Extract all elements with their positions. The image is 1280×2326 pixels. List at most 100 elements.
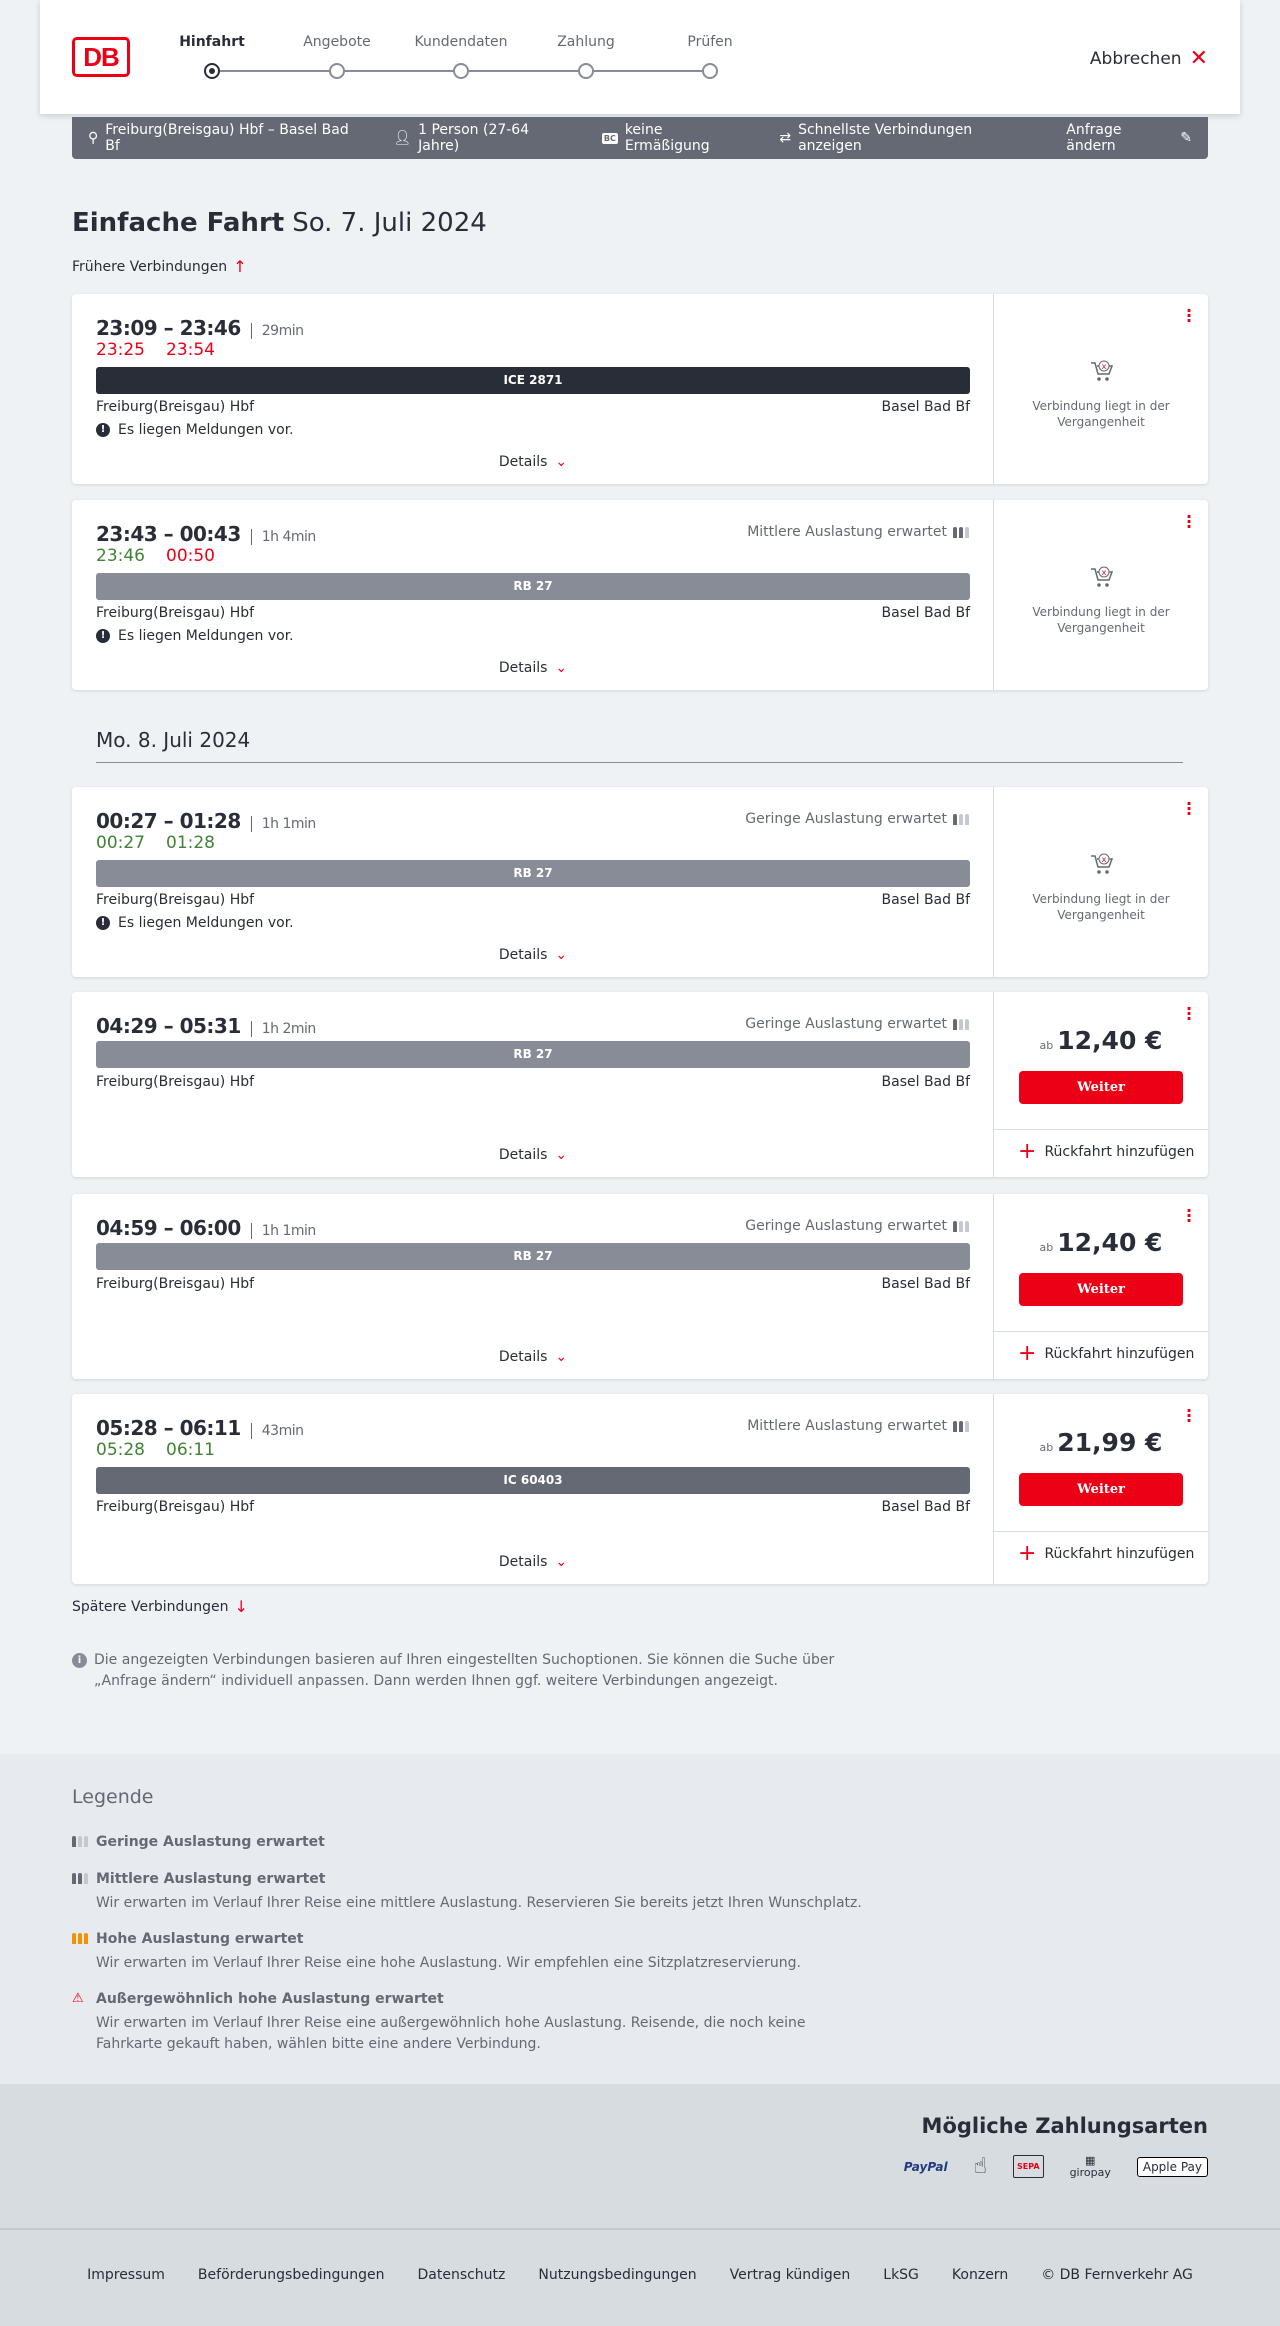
origin-station: Freiburg(Breisgau) Hbf — [96, 1074, 255, 1090]
page-title: Einfache Fahrt So. 7. Juli 2024 — [72, 208, 487, 238]
details-toggle[interactable]: Details ⌄ — [72, 454, 994, 470]
continue-button[interactable]: Weiter — [1019, 1071, 1183, 1104]
time-range: 04:59 – 06:00 — [96, 1216, 241, 1240]
destination-station: Basel Bad Bf — [881, 605, 970, 621]
footer-link[interactable]: Vertrag kündigen — [729, 2267, 851, 2283]
add-return-button[interactable]: + Rückfahrt hinzufügen — [1018, 1341, 1195, 1366]
occupancy-label: Geringe Auslastung erwartet — [745, 811, 947, 827]
discount-text: keine Ermäßigung — [624, 122, 710, 154]
details-toggle[interactable]: Details ⌄ — [72, 660, 994, 676]
train-bar[interactable]: RB 27 — [96, 1243, 970, 1270]
footer-link[interactable]: LkSG — [883, 2267, 919, 2283]
messages-notice: ! Es liegen Meldungen vor. — [96, 628, 294, 644]
divider — [994, 1129, 1208, 1130]
more-options-icon[interactable]: · · · — [1186, 507, 1193, 536]
more-options-icon[interactable]: · · · — [1186, 301, 1193, 330]
route: ⚲ Freiburg(Breisgau) Hbf – Basel Bad Bf — [88, 122, 363, 154]
realtime: 23:25 23:54 — [96, 340, 236, 360]
plus-icon: + — [1018, 1139, 1037, 1164]
stations: Freiburg(Breisgau) Hbf Basel Bad Bf — [96, 399, 970, 415]
plus-icon: + — [1018, 1341, 1037, 1366]
more-options-icon[interactable]: · · · — [1186, 794, 1193, 823]
time-range: 00:27 – 01:28 — [96, 809, 241, 833]
duration: 1h 1min — [250, 1223, 316, 1239]
duration: 1h 1min — [250, 816, 316, 832]
price-prefix: ab — [1039, 1039, 1054, 1052]
destination-station: Basel Bad Bf — [881, 1276, 970, 1292]
step-3-indicator — [578, 63, 594, 79]
origin-station: Freiburg(Breisgau) Hbf — [96, 1276, 255, 1292]
train-bar[interactable]: RB 27 — [96, 573, 970, 600]
connection-card: 23:43 – 00:43 1h 4min 23:46 00:50 Mittlere A… — [72, 500, 1208, 690]
add-return-label: Rückfahrt hinzufügen — [1044, 1346, 1195, 1362]
more-options-icon[interactable]: · · · — [1186, 999, 1193, 1028]
step-0-label: Hinfahrt — [179, 34, 245, 50]
continue-button[interactable]: Weiter — [1019, 1473, 1183, 1506]
train-bar[interactable]: IC 60403 — [96, 1467, 970, 1494]
details-label: Details — [498, 1554, 548, 1570]
footer-link[interactable]: Impressum — [87, 2267, 165, 2283]
db-logo[interactable]: DB — [72, 37, 130, 77]
step-2-indicator — [453, 63, 469, 79]
schedule-time: 05:28 – 06:11 43min — [96, 1416, 304, 1440]
duration: 1h 4min — [250, 529, 316, 545]
payment-title: Mögliche Zahlungsarten — [921, 2114, 1208, 2138]
details-toggle[interactable]: Details ⌄ — [72, 1147, 994, 1163]
details-toggle[interactable]: Details ⌄ — [72, 1554, 994, 1570]
footer-link[interactable]: © DB Fernverkehr AG — [1041, 2267, 1193, 2283]
credit-card-icon: ☝︎ — [973, 2154, 988, 2179]
time-range: 23:09 – 23:46 — [96, 316, 241, 340]
destination-station: Basel Bad Bf — [881, 1074, 970, 1090]
step-3-label: Zahlung — [557, 34, 615, 50]
continue-button[interactable]: Weiter — [1019, 1273, 1183, 1306]
footer-link[interactable]: Beförderungsbedingungen — [197, 2267, 385, 2283]
occupancy-level-2-icon — [72, 1873, 88, 1884]
train-bar[interactable]: RB 27 — [96, 1041, 970, 1068]
add-return-button[interactable]: + Rückfahrt hinzufügen — [1018, 1139, 1194, 1164]
messages-notice: ! Es liegen Meldungen vor. — [96, 915, 294, 931]
occupancy-label: Geringe Auslastung erwartet — [745, 1218, 947, 1234]
later-connections-link[interactable]: Spätere Verbindungen ↓ — [72, 1597, 248, 1616]
occupancy-icon — [953, 813, 969, 825]
more-options-icon[interactable]: · · · — [1186, 1201, 1193, 1230]
occupancy-level-4-icon: ⚠︎ — [72, 1991, 84, 2006]
footer-link[interactable]: Datenschutz — [417, 2267, 506, 2283]
cancel-label: Abbrechen — [1089, 48, 1182, 69]
add-return-button[interactable]: + Rückfahrt hinzufügen — [1018, 1543, 1194, 1565]
time-range: 04:29 – 05:31 — [96, 1014, 241, 1038]
realtime-departure: 23:46 — [96, 546, 145, 566]
train-bar[interactable]: RB 27 — [96, 860, 970, 887]
stations: Freiburg(Breisgau) Hbf Basel Bad Bf — [96, 1074, 970, 1090]
occupancy-label: Mittlere Auslastung erwartet — [747, 1418, 947, 1434]
more-options-icon[interactable]: · · · — [1186, 1401, 1193, 1430]
occupancy: Geringe Auslastung erwartet — [745, 811, 969, 827]
divider — [994, 1331, 1208, 1332]
destination-station: Basel Bad Bf — [881, 399, 970, 415]
occupancy-icon — [953, 1220, 969, 1232]
passengers: 👤︎ 1 Person (27-64 Jahre) — [393, 122, 572, 154]
messages-text: Es liegen Meldungen vor. — [118, 628, 294, 644]
footer-link[interactable]: Nutzungsbedingungen — [538, 2267, 697, 2283]
footer-link[interactable]: Konzern — [951, 2267, 1009, 2283]
origin-station: Freiburg(Breisgau) Hbf — [96, 605, 255, 621]
offer-panel: · · · ab 12,40 € Weiter + Rückfahrt hinzufüge… — [994, 1194, 1208, 1379]
edit-request-button[interactable]: Anfrage ändern ✎ — [1066, 122, 1192, 154]
search-summary-bar: ⚲ Freiburg(Breisgau) Hbf – Basel Bad Bf 👤… — [72, 117, 1208, 159]
messages-text: Es liegen Meldungen vor. — [118, 422, 294, 438]
offer-panel: · · · x Verbindung liegt in der Vergangenhei… — [994, 787, 1208, 977]
earlier-connections-link[interactable]: Frühere Verbindungen ↑ — [72, 257, 247, 276]
duration: 29min — [250, 323, 304, 339]
divider — [96, 762, 1183, 763]
details-label: Details — [498, 660, 548, 676]
arrow-down-icon: ↓ — [234, 1597, 248, 1616]
destination-station: Basel Bad Bf — [881, 892, 970, 908]
offer-panel: · · · ab 12,40 € Weiter + Rückfahrt hinzufüge… — [994, 992, 1208, 1177]
train-bar[interactable]: ICE 2871 — [96, 367, 970, 394]
apple-pay-icon: Apple Pay — [1136, 2156, 1208, 2177]
details-toggle[interactable]: Details ⌄ — [72, 1349, 994, 1365]
cancel-button[interactable]: Abbrechen ✕ — [1090, 46, 1208, 71]
exclamation-icon: ! — [96, 916, 110, 930]
details-toggle[interactable]: Details ⌄ — [72, 947, 994, 963]
realtime: 05:28 06:11 — [96, 1440, 236, 1460]
time-range: 23:43 – 00:43 — [96, 522, 241, 546]
